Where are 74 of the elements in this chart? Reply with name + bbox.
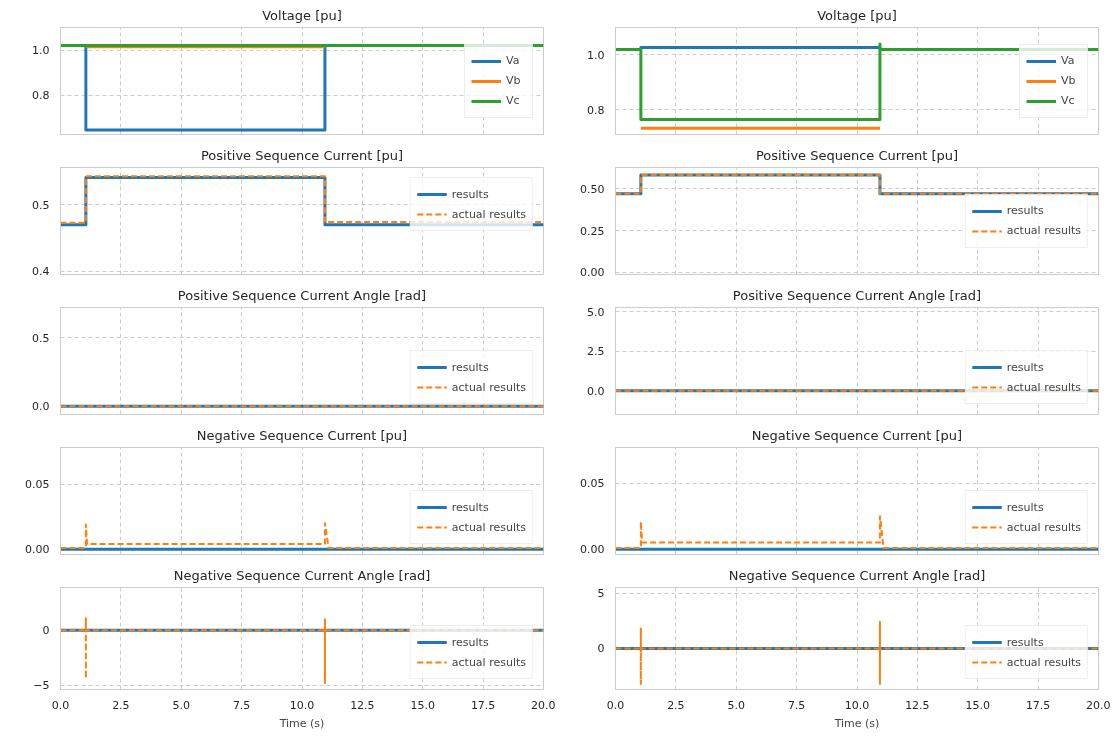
legend-label: results	[451, 187, 489, 201]
x-tick-label: 7.5	[787, 698, 806, 712]
y-tick-label: 0.4	[32, 265, 50, 279]
legend-label: Va	[506, 54, 521, 67]
legend-label: actual results	[451, 380, 526, 394]
y-tick-label: 1.0	[587, 48, 605, 62]
chart-title: Negative Sequence Current [pu]	[196, 427, 408, 443]
y-tick-label: 0.5	[32, 198, 50, 212]
x-tick-label: 17.5	[1025, 698, 1051, 712]
chart-title: Positive Sequence Current [pu]	[200, 147, 404, 163]
legend-label: Vb	[506, 74, 522, 87]
x-tick-label: 10.0	[844, 698, 870, 712]
chart-title: Negative Sequence Current Angle [rad]	[728, 567, 986, 583]
x-tick-label: 7.5	[232, 698, 251, 712]
x-axis-title: Time (s)	[833, 716, 880, 730]
x-tick-label: 5.0	[727, 698, 745, 712]
y-tick-label: 0.0	[587, 384, 605, 398]
legend-label: actual results	[451, 207, 526, 221]
y-tick-label: 0.8	[32, 89, 50, 103]
y-tick-label: 0.00	[25, 543, 50, 557]
x-tick-label: 0.0	[51, 698, 70, 712]
legend-label: results	[1006, 500, 1044, 514]
legend-label: actual results	[451, 520, 526, 534]
legend-label: Vc	[1061, 94, 1076, 107]
legend-label: results	[1006, 635, 1044, 649]
x-tick-label: 12.5	[905, 698, 930, 712]
y-tick-label: 0.8	[587, 103, 605, 117]
y-tick-label: −5	[33, 679, 50, 693]
y-tick-label: 0.05	[25, 478, 50, 492]
chart-title: Positive Sequence Current Angle [rad]	[177, 287, 427, 303]
legend-label: actual results	[1006, 520, 1081, 534]
legend-label: actual results	[451, 655, 526, 669]
x-tick-label: 2.5	[667, 698, 685, 712]
legend-label: Va	[1061, 54, 1076, 67]
x-tick-label: 0.0	[606, 698, 625, 712]
legend-label: results	[451, 360, 489, 374]
y-tick-label: 5.0	[587, 305, 605, 319]
y-tick-label: 0	[597, 642, 605, 656]
y-tick-label: 0.05	[580, 477, 605, 491]
legend-label: Vb	[1061, 74, 1077, 87]
y-tick-label: 0	[42, 624, 50, 638]
x-tick-label: 20.0	[531, 698, 556, 712]
x-tick-label: 20.0	[1086, 698, 1111, 712]
legend-label: actual results	[1006, 224, 1081, 237]
x-tick-label: 15.0	[965, 698, 990, 712]
x-tick-label: 17.5	[470, 698, 496, 712]
x-tick-label: 12.5	[350, 698, 375, 712]
y-tick-label: 2.5	[587, 345, 605, 359]
legend-label: actual results	[1006, 380, 1081, 394]
chart-title: Negative Sequence Current Angle [rad]	[173, 567, 431, 583]
legend-label: Vc	[506, 94, 521, 107]
legend-label: results	[451, 500, 489, 514]
x-tick-label: 10.0	[289, 698, 315, 712]
legend-label: results	[451, 635, 489, 649]
legend-label: results	[1006, 360, 1044, 374]
chart-title: Positive Sequence Current Angle [rad]	[732, 287, 982, 303]
chart-title: Voltage [pu]	[817, 7, 897, 23]
y-tick-label: 0.50	[580, 182, 605, 196]
y-tick-label: 1.0	[32, 44, 50, 58]
chart-title: Positive Sequence Current [pu]	[755, 147, 959, 163]
chart-title: Voltage [pu]	[262, 7, 342, 23]
x-axis-title: Time (s)	[278, 716, 325, 730]
chart-title: Negative Sequence Current [pu]	[751, 427, 963, 443]
legend-label: results	[1006, 204, 1044, 217]
y-tick-label: 0.00	[580, 543, 605, 557]
y-tick-label: 0.5	[32, 331, 50, 345]
x-tick-label: 15.0	[410, 698, 435, 712]
x-tick-label: 5.0	[172, 698, 190, 712]
y-tick-label: 0.0	[32, 400, 50, 414]
x-tick-label: 2.5	[112, 698, 130, 712]
y-tick-label: 0.25	[580, 224, 605, 238]
y-tick-label: 5	[597, 587, 605, 601]
legend-label: actual results	[1006, 655, 1081, 669]
y-tick-label: 0.00	[580, 266, 605, 280]
